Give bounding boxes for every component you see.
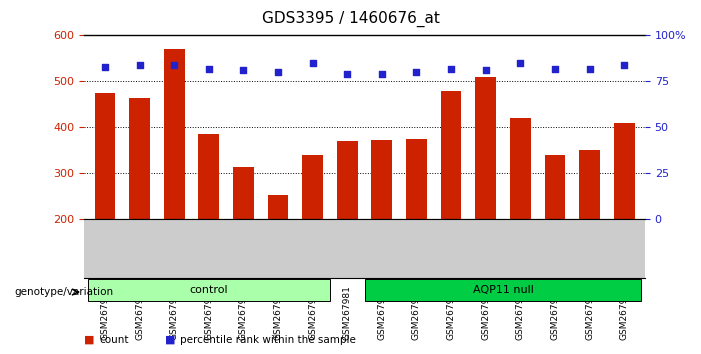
Bar: [95, 93, 115, 219]
Point: [307, 60, 318, 66]
Bar: [268, 195, 288, 219]
Bar: [302, 155, 323, 219]
Bar: [164, 49, 184, 219]
Point: [341, 71, 353, 77]
Bar: [129, 97, 150, 219]
Point: [618, 62, 629, 68]
Point: [376, 71, 388, 77]
Bar: [198, 134, 219, 219]
Bar: [475, 77, 496, 219]
Bar: [88, 279, 330, 302]
Bar: [510, 118, 531, 219]
Bar: [441, 91, 461, 219]
Point: [584, 66, 595, 72]
Text: count: count: [100, 335, 129, 345]
Point: [203, 66, 215, 72]
Bar: [233, 166, 254, 219]
Bar: [336, 141, 358, 219]
Point: [515, 60, 526, 66]
Bar: [579, 149, 600, 219]
Text: genotype/variation: genotype/variation: [14, 287, 113, 297]
Bar: [614, 123, 634, 219]
Bar: [406, 139, 427, 219]
Point: [100, 64, 111, 69]
Bar: [365, 279, 641, 302]
Point: [168, 62, 179, 68]
Point: [134, 62, 145, 68]
Point: [238, 68, 249, 73]
Point: [480, 68, 491, 73]
Point: [445, 66, 456, 72]
Text: control: control: [189, 285, 228, 295]
Point: [550, 66, 561, 72]
Text: ■: ■: [165, 335, 175, 345]
Point: [411, 69, 422, 75]
Bar: [372, 140, 393, 219]
Point: [273, 69, 284, 75]
Bar: [545, 155, 565, 219]
Text: percentile rank within the sample: percentile rank within the sample: [180, 335, 356, 345]
Text: AQP11 null: AQP11 null: [472, 285, 533, 295]
Text: GDS3395 / 1460676_at: GDS3395 / 1460676_at: [261, 11, 440, 27]
Text: ■: ■: [84, 335, 95, 345]
